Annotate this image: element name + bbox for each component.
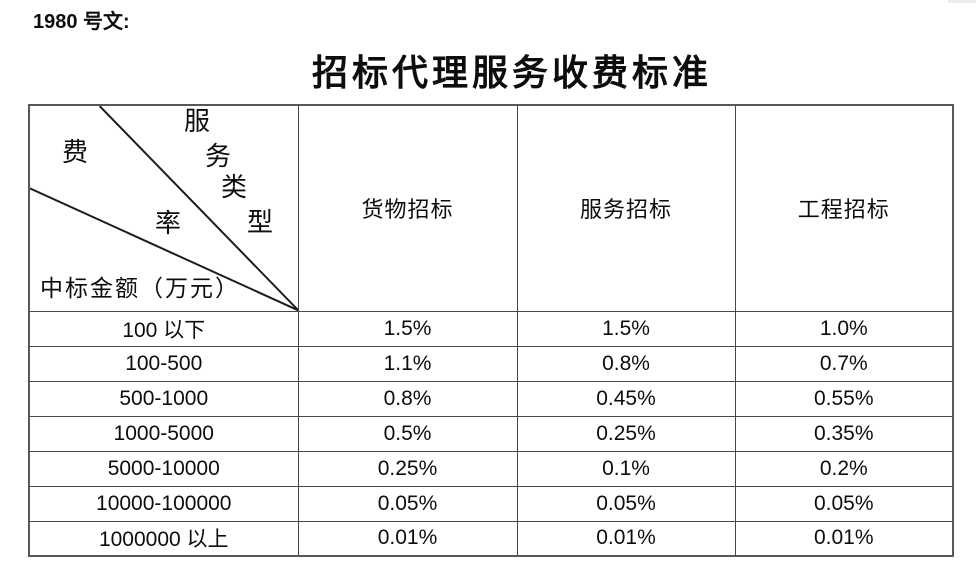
table-row: 100 以下 1.5% 1.5% 1.0% <box>28 310 954 347</box>
screen-edge-artifact <box>948 0 976 3</box>
table-corner-cell: 服 务 类 型 费 率 中标金额（万元） <box>28 104 299 312</box>
corner-rate-char: 率 <box>155 209 182 238</box>
table-row: 1000-5000 0.5% 0.25% 0.35% <box>28 415 954 452</box>
rate-cell: 0.1% <box>516 450 736 487</box>
rate-cell: 0.55% <box>734 380 954 417</box>
amount-range-cell: 1000000 以上 <box>28 520 299 557</box>
amount-range-cell: 5000-10000 <box>28 450 299 487</box>
rate-cell: 1.1% <box>297 345 518 382</box>
rate-cell: 0.05% <box>297 485 518 522</box>
table-row: 100-500 1.1% 0.8% 0.7% <box>28 345 954 382</box>
rate-cell: 0.8% <box>297 380 518 417</box>
rate-cell: 0.7% <box>734 345 954 382</box>
rate-cell: 0.01% <box>297 520 518 557</box>
amount-range-cell: 1000-5000 <box>28 415 299 452</box>
rate-cell: 0.25% <box>516 415 736 452</box>
corner-amount-label: 中标金额（万元） <box>40 275 240 301</box>
rate-cell: 0.5% <box>297 415 518 452</box>
rate-cell: 0.25% <box>297 450 518 487</box>
rate-cell: 0.05% <box>516 485 736 522</box>
amount-range-cell: 100 以下 <box>28 310 299 347</box>
rate-cell: 0.8% <box>516 345 736 382</box>
page-title: 招标代理服务收费标准 <box>311 53 713 93</box>
rate-cell: 0.45% <box>516 380 736 417</box>
doc-ref-label: 1980 号文: <box>33 11 130 33</box>
corner-diagonal-lines <box>30 106 297 310</box>
corner-service-type-char: 服 <box>184 107 211 136</box>
corner-service-type-char: 型 <box>247 208 274 237</box>
rate-cell: 0.01% <box>734 520 954 557</box>
corner-service-type-char: 务 <box>205 142 232 171</box>
table-row: 1000000 以上 0.01% 0.01% 0.01% <box>28 520 954 557</box>
column-header-services-bidding: 服务招标 <box>516 104 736 312</box>
rate-cell: 0.01% <box>516 520 736 557</box>
amount-range-cell: 100-500 <box>28 345 299 382</box>
corner-rate-char: 费 <box>62 138 89 167</box>
rate-cell: 1.5% <box>516 310 736 347</box>
corner-service-type-char: 类 <box>221 173 248 202</box>
amount-range-cell: 500-1000 <box>28 380 299 417</box>
table-row: 5000-10000 0.25% 0.1% 0.2% <box>28 450 954 487</box>
amount-range-cell: 10000-100000 <box>28 485 299 522</box>
table-header-row: 服 务 类 型 费 率 中标金额（万元） 货物招标 服务招标 工程招标 <box>28 104 954 312</box>
table-row: 500-1000 0.8% 0.45% 0.55% <box>28 380 954 417</box>
column-header-works-bidding: 工程招标 <box>734 104 954 312</box>
table-row: 10000-100000 0.05% 0.05% 0.05% <box>28 485 954 522</box>
column-header-goods-bidding: 货物招标 <box>297 104 518 312</box>
fee-table: 服 务 类 型 费 率 中标金额（万元） 货物招标 服务招标 工程招标 100 … <box>28 104 954 557</box>
rate-cell: 0.35% <box>734 415 954 452</box>
rate-cell: 1.0% <box>734 310 954 347</box>
rate-cell: 0.2% <box>734 450 954 487</box>
rate-cell: 1.5% <box>297 310 518 347</box>
rate-cell: 0.05% <box>734 485 954 522</box>
